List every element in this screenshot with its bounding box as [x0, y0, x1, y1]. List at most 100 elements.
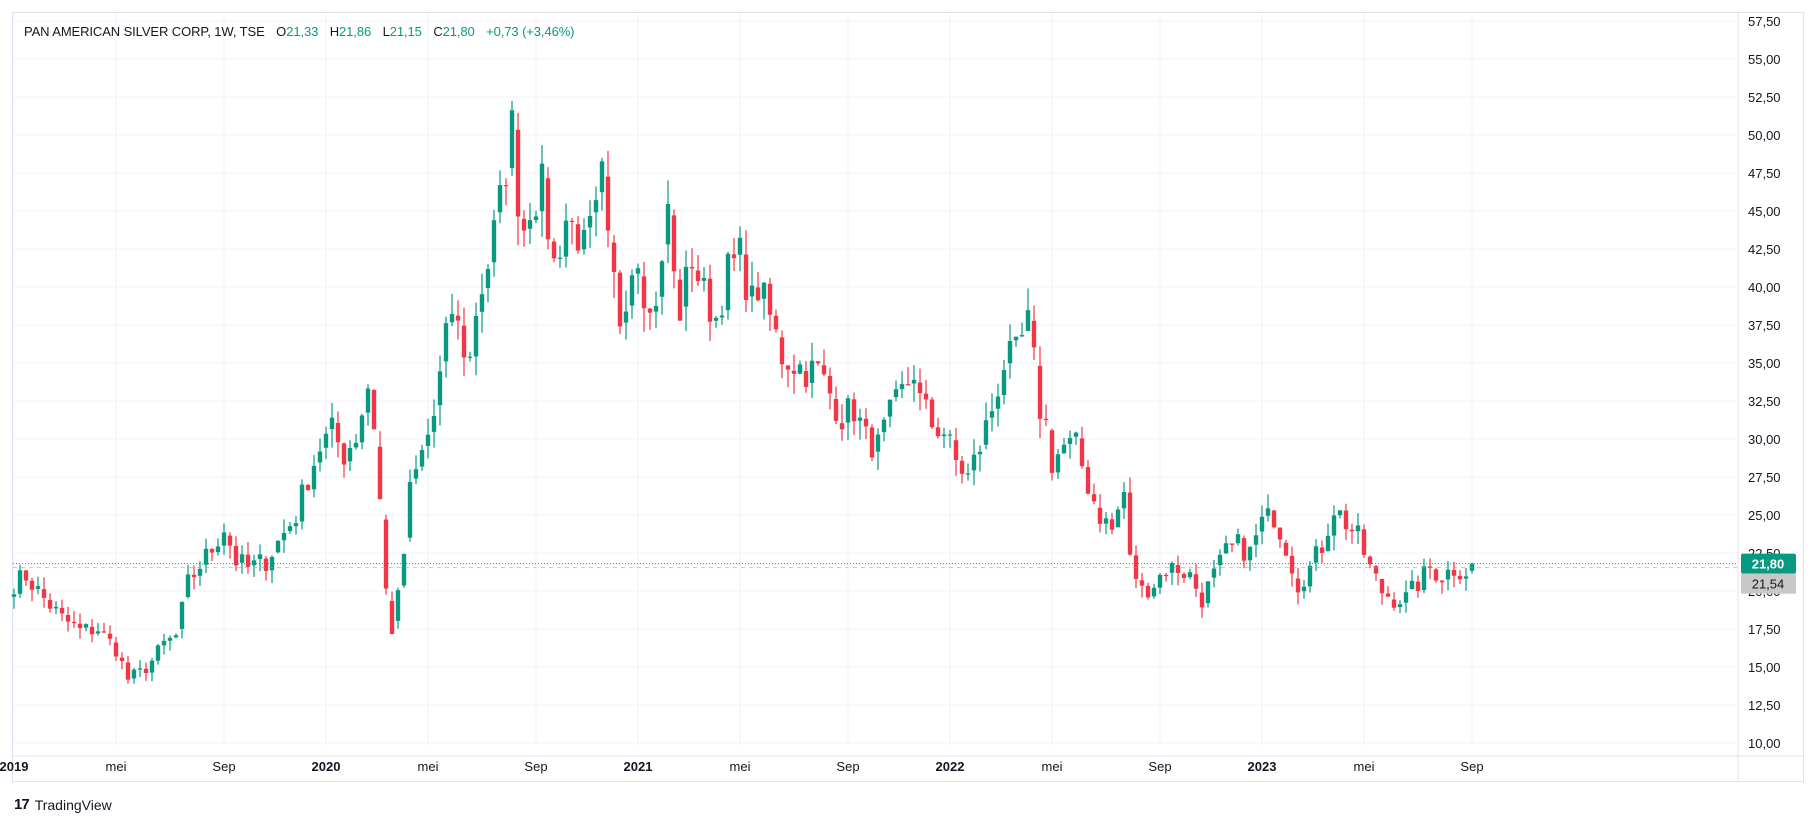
candle-body [923, 393, 929, 400]
open-value: 21,33 [286, 24, 319, 39]
candle-body [407, 481, 413, 538]
symbol-legend: PAN AMERICAN SILVER CORP, 1W, TSE O21,33… [24, 24, 574, 39]
candle-body [449, 314, 455, 323]
candle-body [755, 287, 761, 301]
candle-body [563, 220, 569, 257]
candle-body [1457, 575, 1463, 580]
prev-close-label: 21,54 [1752, 577, 1785, 592]
candle-body [581, 229, 587, 250]
candle-body [557, 257, 563, 259]
candle-body [653, 305, 659, 312]
candle-body [689, 266, 695, 269]
y-tick-label: 52,50 [1748, 90, 1781, 105]
candle-body [275, 540, 281, 553]
y-tick-label: 30,00 [1748, 432, 1781, 447]
candle-body [1019, 335, 1025, 337]
candle-body [521, 218, 527, 231]
candle-body [473, 315, 479, 357]
candle-body [377, 446, 383, 499]
x-tick-label: 2020 [312, 759, 341, 774]
candle-body [359, 415, 365, 443]
candle-body [1361, 529, 1367, 555]
candle-body [1235, 534, 1241, 544]
x-tick-label: Sep [1148, 759, 1171, 774]
open-key: O [276, 24, 287, 39]
candle-body [197, 568, 203, 576]
candle-body [11, 594, 17, 597]
candle-body [419, 450, 425, 467]
candle-body [665, 203, 671, 245]
candle-body [1151, 587, 1157, 597]
candle-body [221, 532, 227, 546]
y-tick-label: 37,50 [1748, 318, 1781, 333]
candle-body [455, 315, 461, 321]
candle-body [1301, 586, 1307, 592]
candle-body [83, 624, 89, 628]
candle-body [953, 440, 959, 461]
candle-body [479, 294, 485, 312]
candle-body [659, 261, 665, 297]
x-tick-label: mei [106, 759, 127, 774]
candle-body [1409, 580, 1415, 589]
candle-body [1121, 492, 1127, 509]
candle-body [593, 200, 599, 213]
candle-body [317, 451, 323, 463]
candle-body [587, 216, 593, 228]
tradingview-brand[interactable]: 17 TradingView [14, 796, 112, 813]
candle-body [599, 161, 605, 193]
candle-body [683, 266, 689, 307]
candle-body [1211, 568, 1217, 578]
candle-body [371, 390, 377, 430]
y-tick-label: 42,50 [1748, 242, 1781, 257]
candle-body [1439, 580, 1445, 583]
candle-body [539, 163, 545, 212]
low-key: L [382, 24, 390, 39]
candle-body [611, 242, 617, 273]
candle-body [1295, 578, 1301, 593]
y-tick-label: 40,00 [1748, 280, 1781, 295]
candle-body [749, 285, 755, 297]
y-tick-label: 35,00 [1748, 356, 1781, 371]
y-tick-label: 12,50 [1748, 698, 1781, 713]
x-tick-label: mei [418, 759, 439, 774]
candle-body [1031, 320, 1037, 348]
candle-body [791, 370, 797, 374]
candle-body [647, 308, 653, 313]
x-tick-label: mei [730, 759, 751, 774]
candle-body [347, 448, 353, 462]
candle-body [1097, 507, 1103, 524]
candle-body [977, 451, 983, 455]
candle-body [983, 420, 989, 445]
tradingview-logo-icon: 17 [14, 796, 30, 813]
candle-body [113, 642, 119, 657]
candle-body [101, 631, 107, 633]
candle-body [263, 558, 269, 571]
candle-body [1115, 509, 1121, 528]
candle-body [857, 417, 863, 421]
candle-body [725, 253, 731, 311]
candle-body [107, 633, 113, 639]
candle-body [137, 668, 143, 670]
chart-frame[interactable] [12, 12, 1804, 782]
candle-body [779, 337, 785, 365]
y-tick-label: 45,00 [1748, 204, 1781, 219]
candle-body [941, 434, 947, 437]
candle-body [623, 311, 629, 323]
candle-body [65, 614, 71, 622]
candle-body [1217, 554, 1223, 566]
candle-body [1271, 510, 1277, 528]
candle-body [641, 276, 647, 309]
candle-body [125, 662, 131, 680]
x-tick-label: 2019 [0, 759, 28, 774]
candle-body [23, 570, 29, 581]
candle-body [839, 423, 845, 430]
candle-body [1175, 565, 1181, 573]
candle-body [1289, 555, 1295, 574]
y-tick-label: 50,00 [1748, 128, 1781, 143]
candle-body [1307, 565, 1313, 587]
y-tick-label: 27,50 [1748, 470, 1781, 485]
candle-body [329, 417, 335, 430]
candle-body [737, 237, 743, 255]
candle-body [1277, 527, 1283, 540]
